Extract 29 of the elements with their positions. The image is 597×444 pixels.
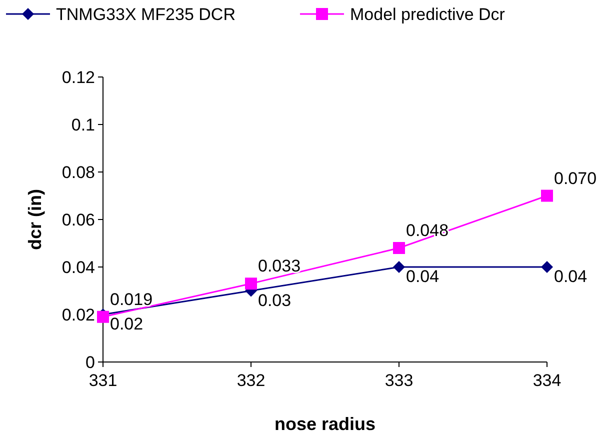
data-label: 0.033 [258, 256, 301, 276]
y-tick-label: 0.02 [62, 305, 95, 324]
legend-label: Model predictive Dcr [350, 4, 506, 24]
point [245, 278, 257, 290]
point [97, 310, 109, 323]
x-tick-label: 332 [236, 371, 266, 390]
data-label: 0.04 [554, 267, 588, 286]
y-tick-label: 0.08 [62, 162, 95, 182]
x-tick-label: 331 [88, 371, 118, 390]
y-tick-label: 0.06 [62, 210, 95, 230]
point [393, 261, 405, 273]
x-tick-label: 334 [532, 371, 562, 390]
data-label: 0.03 [258, 290, 292, 310]
y-tick-label: 0.1 [71, 115, 95, 134]
data-label: 0.019 [110, 290, 153, 309]
x-tick-label: 333 [384, 371, 414, 390]
y-tick-label: 0.12 [62, 68, 95, 87]
point [541, 261, 553, 273]
y-tick-label: 0 [86, 352, 95, 372]
x-axis-title: nose radius [274, 414, 376, 434]
data-label: 0.02 [110, 314, 144, 334]
data-label: 0.070 [554, 168, 597, 188]
legend-label: TNMG33X MF235 DCR [56, 4, 236, 24]
data-label: 0.048 [406, 221, 449, 240]
y-tick-label: 0.04 [62, 258, 95, 277]
data-label: 0.04 [406, 267, 440, 286]
point [541, 190, 553, 202]
point [393, 242, 405, 254]
y-axis-title: dcr (in) [25, 189, 45, 250]
